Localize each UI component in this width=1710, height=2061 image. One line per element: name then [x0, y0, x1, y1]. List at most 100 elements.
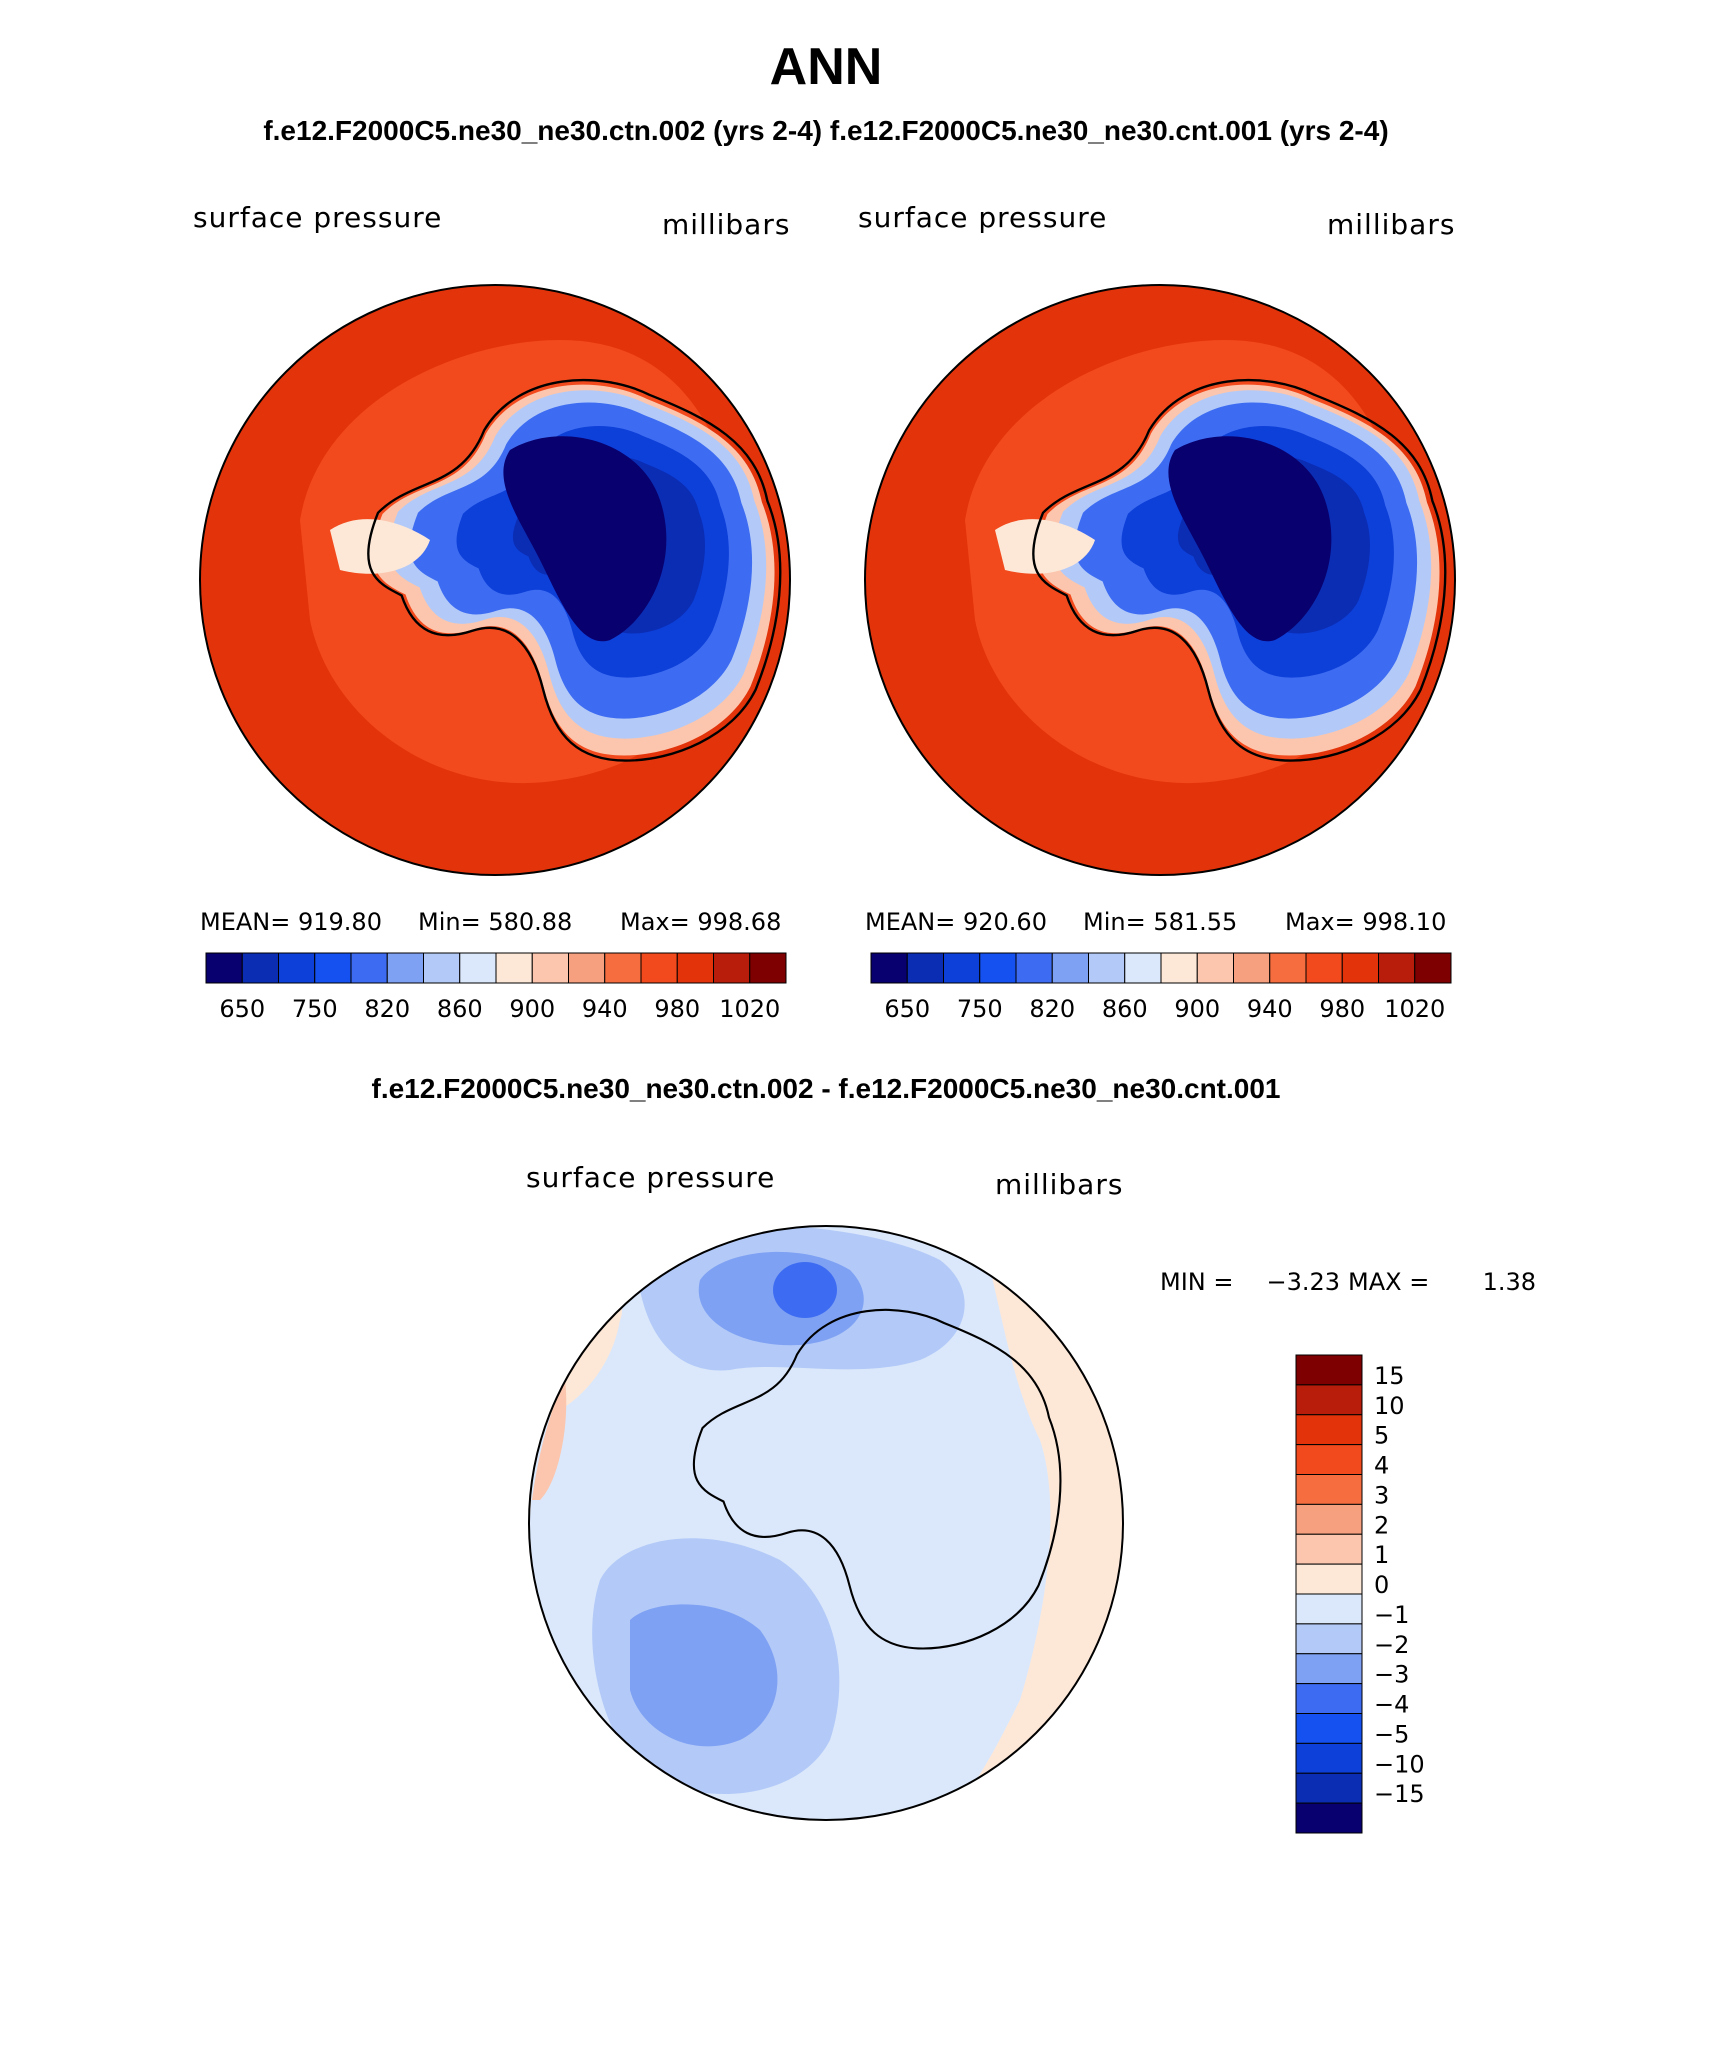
panel-1-colorbar-swatch	[568, 952, 606, 984]
diff-negative-top-core	[773, 1262, 837, 1318]
diff-colorbar-tick-label: 1	[1374, 1541, 1389, 1569]
page-subtitle: f.e12.F2000C5.ne30_ne30.ctn.002 (yrs 2-4…	[263, 115, 1388, 146]
panel-2-units: millibars	[1327, 208, 1455, 241]
panel-2-colorbar-swatch	[979, 952, 1017, 984]
panel-2-colorbar-swatch	[870, 952, 908, 984]
panel-2-colorbar: 650 750 820 860 900 940 980 1020	[870, 952, 1452, 1023]
diff-variable: surface pressure	[526, 1161, 775, 1194]
panel-1-mean: MEAN= 919.80	[200, 908, 382, 936]
diff-positive-left-core	[532, 1380, 567, 1500]
diff-colorbar-swatch	[1295, 1384, 1363, 1416]
panel-2-colorbar-swatch	[906, 952, 944, 984]
panel-1-colorbar-swatch	[459, 952, 497, 984]
diff-colorbar-tick-label: −1	[1374, 1601, 1409, 1629]
diff-colorbar-swatch	[1295, 1474, 1363, 1505]
diff-colorbar-tick-label: −2	[1374, 1631, 1409, 1659]
diff-min-label: MIN =	[1160, 1268, 1233, 1296]
panel-1-colorbar-swatch	[676, 952, 714, 984]
diff-colorbar-swatch	[1295, 1713, 1363, 1744]
diff-colorbar-swatch	[1295, 1563, 1363, 1595]
diff-title: f.e12.F2000C5.ne30_ne30.ctn.002 - f.e12.…	[372, 1073, 1281, 1104]
diff-colorbar-tick-label: 3	[1374, 1481, 1389, 1509]
diff-colorbar-swatch	[1295, 1802, 1363, 1834]
panel-2-colorbar-swatch	[1015, 952, 1053, 984]
panel-2-max: Max= 998.10	[1285, 908, 1446, 936]
panel-2-antarctica-pressure	[995, 378, 1447, 762]
diff-map	[528, 1225, 1124, 1821]
diff-colorbar-tick-label: −3	[1374, 1661, 1409, 1689]
panel-1-colorbar-swatch	[241, 952, 279, 984]
panel-2-colorbar-tick-label: 980	[1319, 995, 1365, 1023]
panel-1-colorbar-swatch	[350, 952, 388, 984]
panel-1-colorbar-swatch	[640, 952, 678, 984]
diff-colorbar-tick-label: 5	[1374, 1422, 1389, 1450]
panel-2-colorbar-tick-label: 750	[957, 995, 1003, 1023]
diff-colorbar-swatch	[1295, 1772, 1363, 1804]
panel-2-colorbar-tick-label: 860	[1102, 995, 1148, 1023]
panel-1-colorbar-tick-label: 1020	[719, 995, 780, 1023]
diff-colorbar-swatch	[1295, 1742, 1363, 1774]
diff-colorbar-swatch	[1295, 1503, 1363, 1535]
panel-2-colorbar-swatch	[1269, 952, 1307, 984]
diff-colorbar-tick-label: 15	[1374, 1362, 1405, 1390]
panel-1-colorbar-swatch	[495, 952, 533, 984]
diff-min-value: −3.23	[1266, 1268, 1340, 1296]
panel-1-colorbar-swatch	[205, 952, 243, 984]
panel-1-colorbar-swatch	[386, 952, 424, 984]
panel-2-colorbar-swatch	[1088, 952, 1126, 984]
panel-2-colorbar-swatch	[1160, 952, 1198, 984]
panel-2-colorbar-swatch	[943, 952, 981, 984]
panel-1-colorbar-tick-label: 650	[219, 995, 265, 1023]
panel-1-max: Max= 998.68	[620, 908, 781, 936]
diff-max-value: 1.38	[1483, 1268, 1536, 1296]
diff-colorbar-swatch	[1295, 1593, 1363, 1625]
panel-1-colorbar-tick-label: 860	[437, 995, 483, 1023]
panel-1-colorbar-swatch	[423, 952, 461, 984]
panel-1-colorbar-tick-label: 940	[582, 995, 628, 1023]
page-title: ANN	[770, 38, 883, 96]
diff-colorbar-tick-label: 4	[1374, 1452, 1389, 1480]
panel-1-variable: surface pressure	[193, 201, 442, 234]
panel-1-antarctica-pressure	[330, 378, 782, 762]
panel-2-colorbar-swatch	[1051, 952, 1089, 984]
panel-1-colorbar-swatch	[314, 952, 352, 984]
diff-colorbar-swatch	[1295, 1444, 1363, 1475]
panel-2-variable: surface pressure	[858, 201, 1107, 234]
panel-1-colorbar: 650 750 820 860 900 940 980 1020	[205, 952, 787, 1023]
diff-colorbar-swatch	[1295, 1623, 1363, 1655]
diff-colorbar-tick-label: −15	[1374, 1780, 1425, 1808]
panel-2-colorbar-swatch	[1124, 952, 1162, 984]
panel-2-mean: MEAN= 920.60	[865, 908, 1047, 936]
panel-1-colorbar-tick-label: 900	[509, 995, 555, 1023]
panel-1-map	[199, 284, 791, 876]
panel-2-colorbar-tick-label: 900	[1174, 995, 1220, 1023]
panel-1-colorbar-swatch	[531, 952, 569, 984]
panel-2-colorbar-swatch	[1233, 952, 1271, 984]
panel-2-colorbar-tick-label: 1020	[1384, 995, 1445, 1023]
panel-2-colorbar-swatch	[1414, 952, 1452, 984]
diff-units: millibars	[995, 1168, 1123, 1201]
panel-2-colorbar-swatch	[1341, 952, 1379, 984]
panel-2-colorbar-tick-label: 940	[1247, 995, 1293, 1023]
panel-1-colorbar-tick-label: 750	[292, 995, 338, 1023]
panel-1-colorbar-swatch	[604, 952, 642, 984]
panel-2-colorbar-tick-label: 820	[1029, 995, 1075, 1023]
diff-colorbar-tick-label: −4	[1374, 1691, 1409, 1719]
diff-colorbar-tick-label: −5	[1374, 1720, 1409, 1748]
panel-1-colorbar-tick-label: 820	[364, 995, 410, 1023]
diff-colorbar-swatch	[1295, 1683, 1363, 1714]
diff-max-label: MAX =	[1348, 1268, 1429, 1296]
diff-colorbar-swatch	[1295, 1414, 1363, 1446]
panel-2-min: Min= 581.55	[1083, 908, 1237, 936]
panel-2-colorbar-tick-label: 650	[884, 995, 930, 1023]
diff-colorbar-tick-label: 0	[1374, 1571, 1389, 1599]
panel-2-map	[864, 284, 1456, 876]
diff-colorbar-swatch	[1295, 1533, 1363, 1565]
diff-colorbar-tick-label: 10	[1374, 1392, 1405, 1420]
panel-1-colorbar-swatch	[749, 952, 787, 984]
panel-2-colorbar-swatch	[1196, 952, 1234, 984]
panel-2-colorbar-swatch	[1378, 952, 1416, 984]
panel-1-units: millibars	[662, 208, 790, 241]
diff-colorbar-swatch	[1295, 1354, 1363, 1386]
